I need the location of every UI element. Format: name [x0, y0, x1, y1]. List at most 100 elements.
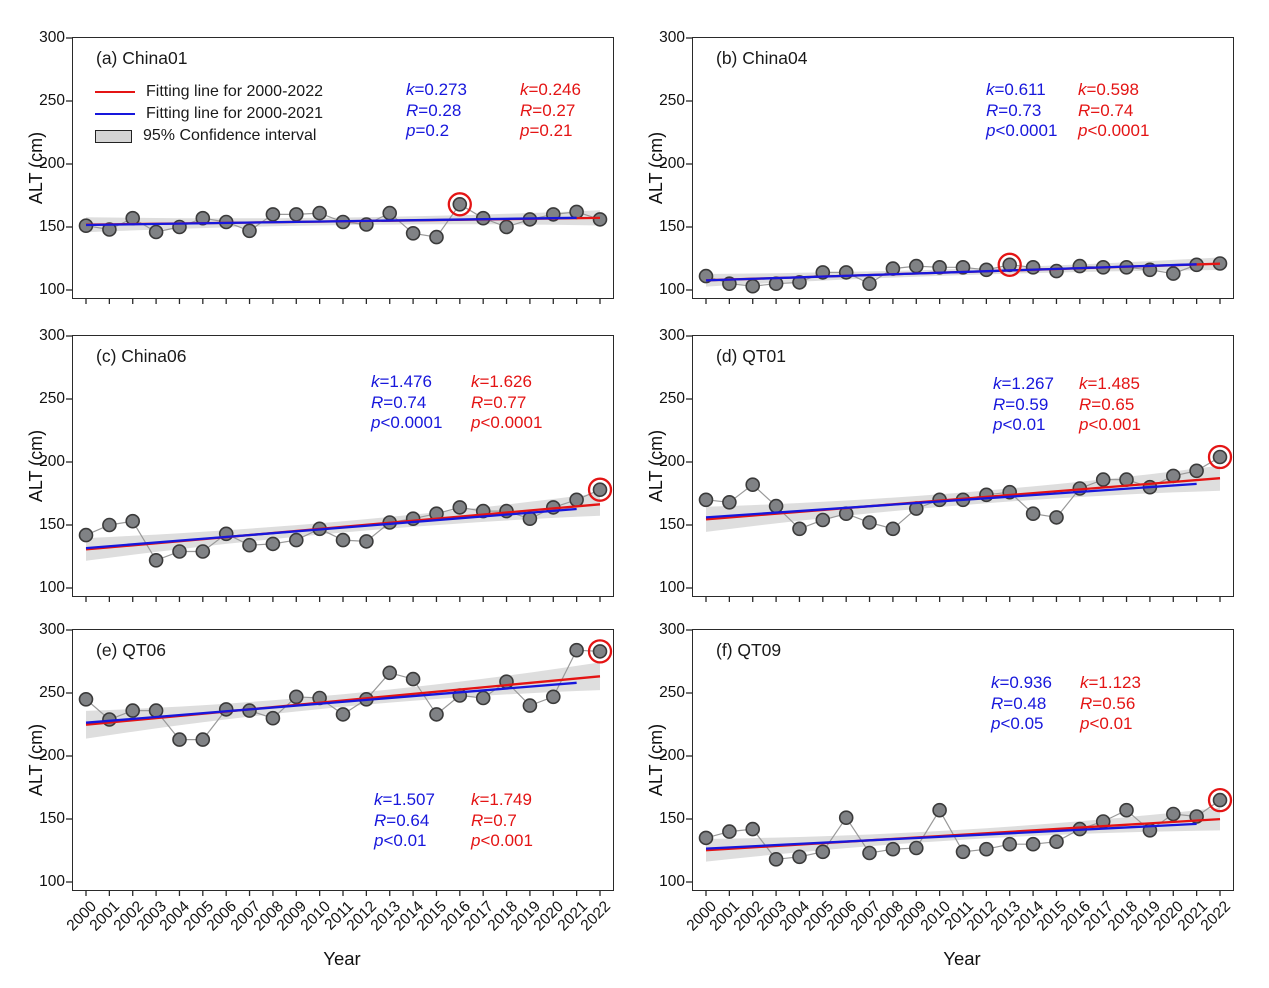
stat-value: <0.001 [1088, 415, 1141, 434]
stat-R-red: R=0.56 [1080, 694, 1141, 715]
stats-red-QT06: k=1.749 R=0.7 p<0.001 [471, 790, 533, 852]
data-point-2016 [452, 197, 468, 212]
stats-red-China01: k=0.246 R=0.27 p=0.21 [520, 80, 581, 142]
data-point-2001 [722, 824, 737, 839]
data-point-2020 [1165, 266, 1181, 281]
highlight-circle-2013 [997, 252, 1022, 277]
data-point-2007 [242, 537, 257, 553]
stat-p-blue: p<0.01 [374, 831, 435, 852]
stat-symbol: p [371, 413, 381, 432]
data-point-2001 [102, 517, 117, 533]
legend-ci-swatch-icon [95, 129, 132, 143]
fit-line-2000-2021 [705, 482, 1197, 519]
y-tick-label-300: 300 [659, 29, 685, 46]
stat-symbol: k [471, 372, 480, 391]
axis-ticks [66, 629, 601, 896]
highlight-circle-2016 [447, 192, 472, 217]
y-tick-label-250: 250 [659, 684, 685, 701]
data-point-2022 [592, 482, 608, 497]
highlight-circle-2022 [1207, 444, 1233, 470]
y-tick-label-250: 250 [39, 92, 65, 109]
data-point-2001 [102, 222, 117, 237]
stat-value: =0.77 [483, 392, 527, 412]
legend-label: 95% Confidence interval [143, 127, 317, 144]
panel-d-qt01: (d) QT01 300 250 200 150 100 ALT (cm) k=1.267 R=… [646, 327, 1234, 602]
stat-R-blue: R=0.28 [406, 101, 467, 122]
y-tick-label-300: 300 [39, 29, 65, 46]
stats-blue-China01: k=0.273 R=0.28 p=0.2 [406, 80, 467, 142]
stat-value: =0.74 [383, 392, 427, 412]
data-point-2004 [792, 521, 807, 537]
stat-value: =1.485 [1087, 374, 1140, 393]
data-point-2021 [569, 204, 584, 220]
panel-label-QT06: (e) QT06 [96, 640, 167, 660]
data-point-2007 [862, 515, 877, 530]
x-axis-title-right: Year [943, 948, 981, 969]
stat-value: =1.749 [479, 790, 532, 809]
data-point-2011 [335, 532, 351, 548]
stat-value: <0.0001 [995, 121, 1058, 140]
stats-blue-QT09: k=0.936 R=0.48 p<0.05 [991, 673, 1052, 735]
data-point-2003 [768, 498, 784, 514]
stat-value: =1.626 [479, 372, 532, 391]
data-point-2009 [289, 532, 304, 548]
data-point-2022 [592, 644, 608, 659]
data-points [698, 256, 1228, 294]
data-point-2000 [698, 830, 714, 846]
stat-symbol: p [991, 714, 1001, 733]
y-tick-label-200: 200 [39, 155, 65, 172]
data-point-2008 [265, 710, 281, 726]
panel-c-china06: (c) China06 300 250 200 150 100 ALT (cm) k=1.47… [26, 327, 614, 602]
stat-k-blue: k=0.936 [991, 673, 1052, 694]
data-point-2015 [1049, 510, 1064, 525]
data-point-2021 [569, 492, 584, 508]
stat-symbol: k [993, 374, 1002, 393]
data-point-2005 [195, 210, 211, 226]
y-tick-label-200: 200 [39, 747, 65, 764]
axis-ticks [66, 37, 601, 304]
data-point-2002 [125, 703, 141, 718]
data-point-2010 [932, 802, 947, 818]
y-tick-label-200: 200 [659, 155, 685, 172]
data-point-2020 [1165, 806, 1181, 822]
y-tick-label-100: 100 [39, 579, 65, 596]
data-point-2004 [792, 275, 807, 290]
data-point-2013 [382, 665, 398, 681]
legend-entry-1: Fitting line for 2000-2021 [95, 104, 323, 124]
stat-value: <0.01 [383, 831, 427, 850]
stat-value: =0.28 [418, 100, 462, 120]
stat-symbol: k [991, 673, 1000, 692]
data-point-2016 [452, 500, 468, 515]
fit-line-2000-2021 [85, 681, 577, 724]
stat-value: <0.001 [480, 831, 533, 850]
stat-R-red: R=0.65 [1079, 395, 1141, 416]
y-axis-title: ALT (cm) [26, 131, 46, 205]
fit-line-2000-2021 [705, 263, 1197, 282]
stat-value: =0.48 [1003, 693, 1047, 713]
data-point-2008 [265, 536, 281, 552]
x-axis-title-left: Year [323, 948, 361, 969]
axis-ticks [66, 335, 601, 602]
data-point-2014 [405, 226, 421, 241]
data-point-2002 [745, 278, 761, 294]
stats-red-QT09: k=1.123 R=0.56 p<0.01 [1080, 673, 1141, 735]
stat-p-blue: p<0.05 [991, 714, 1052, 735]
data-point-2006 [218, 702, 234, 717]
plot-area-QT06 [66, 629, 613, 896]
stat-symbol: p [520, 121, 530, 140]
stat-value: <0.0001 [480, 413, 543, 432]
data-point-2009 [289, 689, 304, 705]
stat-k-red: k=0.598 [1078, 80, 1149, 101]
stat-value: =0.59 [1005, 394, 1049, 414]
data-point-2022 [592, 212, 608, 227]
data-point-2004 [172, 732, 187, 747]
y-tick-label-150: 150 [39, 516, 65, 533]
stat-R-red: R=0.74 [1078, 101, 1149, 122]
data-point-2003 [148, 224, 164, 240]
stat-p-red: p<0.0001 [471, 413, 542, 434]
stat-value: <0.05 [1000, 714, 1044, 733]
y-tick-label-150: 150 [39, 218, 65, 235]
legend-line-swatch [95, 91, 135, 93]
stat-p-red: p=0.21 [520, 121, 581, 142]
y-tick-label-150: 150 [39, 810, 65, 827]
